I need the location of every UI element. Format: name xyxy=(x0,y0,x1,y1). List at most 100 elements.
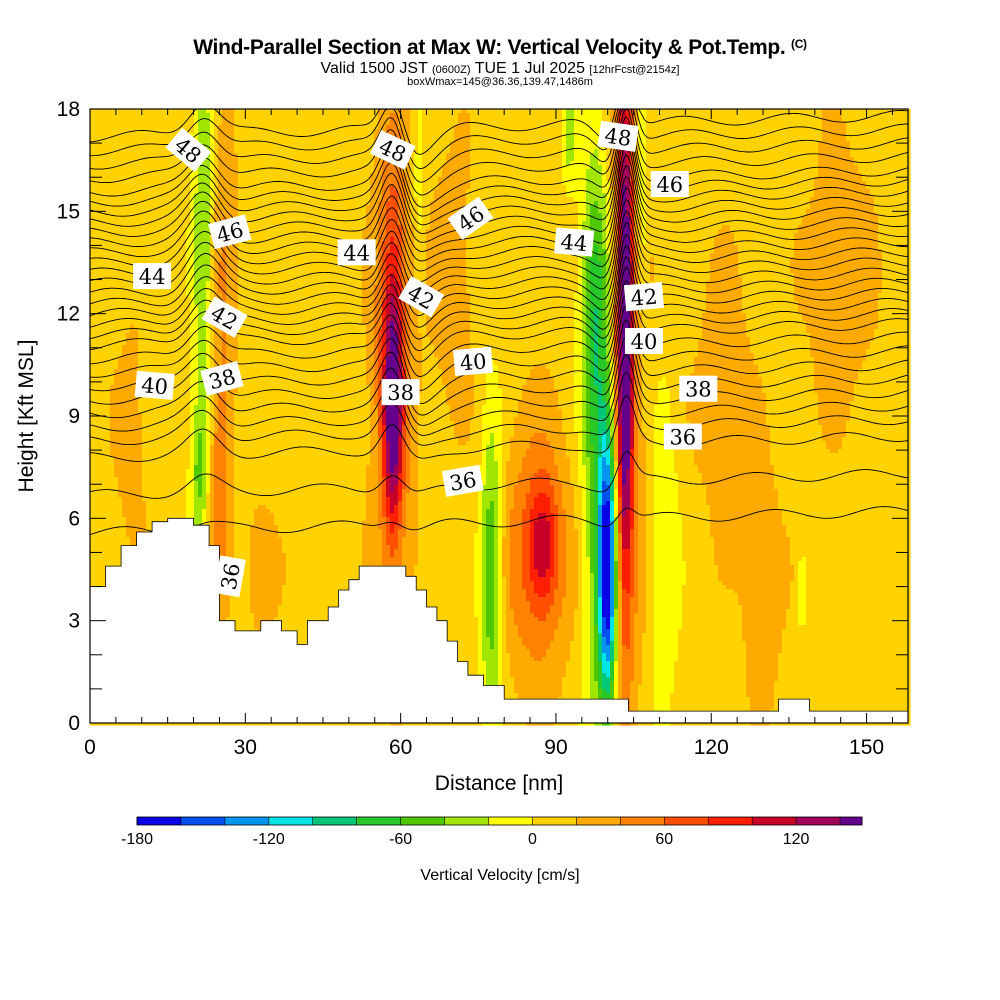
heatmap-cell xyxy=(90,197,95,202)
heatmap-cell xyxy=(150,189,155,194)
heatmap-cell xyxy=(126,165,131,170)
heatmap-cell xyxy=(454,129,459,134)
heatmap-cell xyxy=(866,193,871,198)
heatmap-cell xyxy=(434,173,439,178)
heatmap-cell xyxy=(230,177,235,182)
heatmap-cell xyxy=(370,197,375,202)
heatmap-cell xyxy=(330,153,335,158)
heatmap-cell xyxy=(882,169,887,174)
heatmap-cell xyxy=(126,197,131,202)
heatmap-cell xyxy=(858,125,863,130)
heatmap-cell xyxy=(342,137,347,142)
heatmap-cell xyxy=(518,193,523,198)
heatmap-cell xyxy=(494,173,499,178)
heatmap-cell xyxy=(738,169,743,174)
heatmap-cell xyxy=(682,161,687,166)
heatmap-cell xyxy=(762,141,767,146)
heatmap-cell xyxy=(486,197,491,202)
heatmap-cell xyxy=(814,177,819,182)
heatmap-cell xyxy=(602,169,607,174)
heatmap-cell xyxy=(90,181,95,186)
heatmap-cell xyxy=(738,109,743,114)
heatmap-cell xyxy=(550,149,555,154)
heatmap-cell xyxy=(390,189,395,194)
heatmap-cell xyxy=(338,153,343,158)
heatmap-cell xyxy=(302,173,307,178)
heatmap-cell xyxy=(474,121,479,126)
heatmap-cell xyxy=(658,109,663,114)
heatmap-cell xyxy=(714,125,719,130)
heatmap-cell xyxy=(238,193,243,198)
heatmap-cell xyxy=(218,113,223,118)
heatmap-cell xyxy=(610,201,615,206)
heatmap-cell xyxy=(770,185,775,190)
heatmap-cell xyxy=(714,113,719,118)
heatmap-cell xyxy=(546,149,551,154)
heatmap-cell xyxy=(506,173,511,178)
heatmap-cell xyxy=(850,149,855,154)
heatmap-cell xyxy=(330,189,335,194)
heatmap-cell xyxy=(306,153,311,158)
heatmap-cell xyxy=(646,181,651,186)
heatmap-cell xyxy=(770,193,775,198)
heatmap-cell xyxy=(714,185,719,190)
heatmap-cell xyxy=(94,177,99,182)
heatmap-cell xyxy=(158,145,163,150)
heatmap-cell xyxy=(210,133,215,138)
heatmap-cell xyxy=(458,197,463,202)
heatmap-cell xyxy=(578,153,583,158)
heatmap-cell xyxy=(554,165,559,170)
heatmap-cell xyxy=(374,117,379,122)
heatmap-cell xyxy=(846,201,851,206)
heatmap-cell xyxy=(458,117,463,122)
heatmap-cell xyxy=(730,149,735,154)
heatmap-cell xyxy=(774,185,779,190)
heatmap-cell xyxy=(374,201,379,206)
heatmap-cell xyxy=(122,197,127,202)
heatmap-cell xyxy=(626,121,631,126)
heatmap-cell xyxy=(646,193,651,198)
heatmap-cell xyxy=(574,165,579,170)
heatmap-cell xyxy=(494,129,499,134)
heatmap-cell xyxy=(694,113,699,118)
heatmap-cell xyxy=(138,161,143,166)
heatmap-cell xyxy=(730,141,735,146)
heatmap-cell xyxy=(110,197,115,202)
heatmap-cell xyxy=(502,117,507,122)
heatmap-cell xyxy=(550,157,555,162)
heatmap-cell xyxy=(766,109,771,114)
heatmap-cell xyxy=(878,161,883,166)
heatmap-cell xyxy=(722,173,727,178)
heatmap-cell xyxy=(690,185,695,190)
heatmap-cell xyxy=(178,197,183,202)
heatmap-cell xyxy=(466,181,471,186)
heatmap-cell xyxy=(434,201,439,206)
heatmap-cell xyxy=(538,113,543,118)
heatmap-cell xyxy=(574,145,579,150)
heatmap-cell xyxy=(350,117,355,122)
heatmap-cell xyxy=(130,121,135,126)
heatmap-cell xyxy=(494,133,499,138)
heatmap-cell xyxy=(878,149,883,154)
heatmap-cell xyxy=(130,149,135,154)
heatmap-cell xyxy=(442,189,447,194)
heatmap-cell xyxy=(514,157,519,162)
heatmap-cell xyxy=(566,145,571,150)
heatmap-cell xyxy=(506,121,511,126)
heatmap-cell xyxy=(834,113,839,118)
heatmap-cell xyxy=(230,193,235,198)
heatmap-cell xyxy=(530,137,535,142)
heatmap-cell xyxy=(886,141,891,146)
heatmap-cell xyxy=(350,141,355,146)
heatmap-cell xyxy=(142,125,147,130)
heatmap-cell xyxy=(730,173,735,178)
heatmap-cell xyxy=(526,185,531,190)
heatmap-cell xyxy=(822,121,827,126)
heatmap-cell xyxy=(574,121,579,126)
heatmap-cell xyxy=(526,201,531,206)
heatmap-cell xyxy=(214,113,219,118)
heatmap-cell xyxy=(694,161,699,166)
heatmap-cell xyxy=(126,121,131,126)
heatmap-cell xyxy=(838,173,843,178)
heatmap-cell xyxy=(882,125,887,130)
